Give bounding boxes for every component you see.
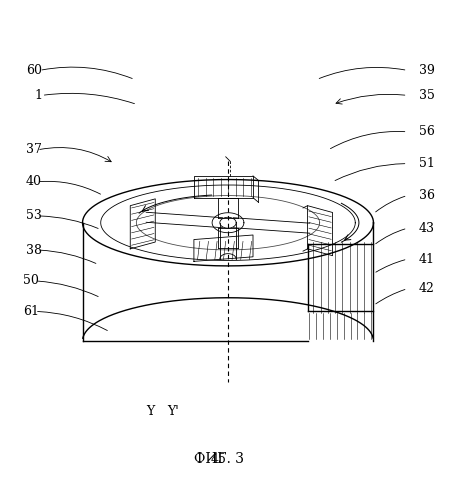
Text: 37: 37 [25,144,41,156]
Text: 40: 40 [25,176,41,188]
Text: 45: 45 [211,452,226,466]
Text: ФИГ. 3: ФИГ. 3 [193,452,243,466]
Text: 51: 51 [418,157,434,170]
Text: 36: 36 [418,189,434,202]
Text: 60: 60 [25,64,41,77]
Text: 56: 56 [418,126,434,138]
Text: Y: Y [146,405,155,418]
Text: 41: 41 [418,252,434,266]
Text: 38: 38 [25,244,41,256]
Text: 39: 39 [418,64,434,77]
Text: 1: 1 [35,89,43,102]
Text: 50: 50 [23,274,39,287]
Text: 43: 43 [418,222,434,234]
Text: 53: 53 [25,210,41,222]
Text: 61: 61 [23,305,39,318]
Text: 42: 42 [418,282,434,295]
Text: Y': Y' [167,405,179,418]
Text: 35: 35 [418,89,434,102]
